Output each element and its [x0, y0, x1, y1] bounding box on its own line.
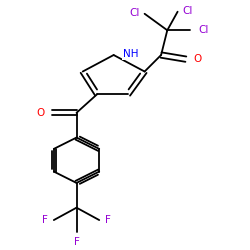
Text: O: O	[36, 108, 44, 118]
Text: F: F	[106, 215, 111, 225]
Text: F: F	[74, 237, 80, 247]
Text: F: F	[42, 215, 48, 225]
Text: NH: NH	[123, 49, 138, 59]
Text: O: O	[193, 54, 201, 64]
Text: Cl: Cl	[183, 6, 193, 16]
Text: Cl: Cl	[129, 8, 140, 18]
Text: Cl: Cl	[198, 25, 208, 35]
